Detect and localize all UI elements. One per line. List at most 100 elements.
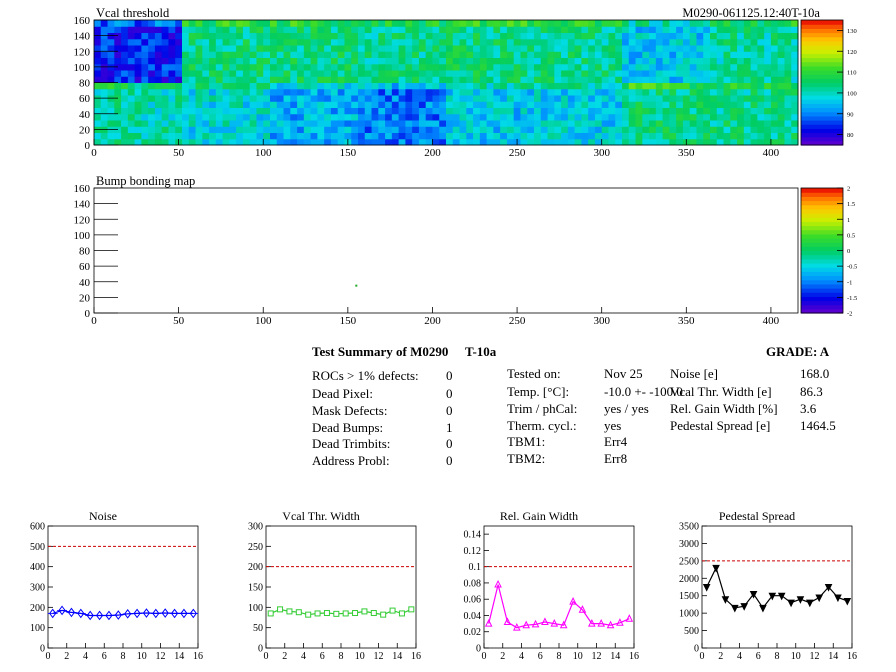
heatmap-cell [689,63,697,71]
heatmap-cell [168,82,176,90]
heatmap-cell [398,20,406,27]
heatmap-cell [615,138,623,146]
heatmap-cell [561,132,569,140]
heatmap-cell [466,26,474,33]
heatmap-cell [513,32,521,40]
x-tick-label: 12 [810,651,820,662]
y-tick-label: 0 [40,644,45,655]
heatmap-cell [682,88,691,96]
heatmap-cell [737,82,745,90]
heatmap-cell [290,126,298,133]
heatmap-cell [364,45,373,52]
heatmap-cell [364,57,373,65]
heatmap-cell [114,88,122,96]
heatmap-cell [642,101,650,108]
heatmap-cell [134,82,142,90]
heatmap-cell [473,138,481,146]
heatmap-cell [486,95,494,102]
heatmap-cell [303,45,312,52]
map-frame [93,187,799,314]
heatmap-cell [696,113,704,121]
x-tick-label: 400 [763,315,780,327]
heatmap-cell [730,70,738,77]
colorbar-cell [801,296,843,302]
heatmap-cell [581,76,589,83]
x-tick-label: 4 [737,651,742,662]
heatmap-cell [506,120,515,127]
heatmap-cell [574,51,582,58]
heatmap-cell [452,32,461,40]
heatmap-cell [283,32,291,40]
heatmap-cell [148,63,156,71]
y-tick-label: 40 [79,109,91,121]
heatmap-cell [696,57,704,65]
heatmap-cell [405,57,413,65]
heatmap-cell [466,45,474,52]
heatmap-cell [777,51,785,58]
heatmap-cell [364,120,373,127]
heatmap-cell [439,70,447,77]
heatmap-cell [710,51,718,58]
defect-value: 0 [446,403,453,418]
heatmap-cell [500,57,508,65]
heatmap-cell [418,82,427,90]
heatmap-cell [662,120,670,127]
heatmap-cell [791,138,799,146]
heatmap-cell [649,20,657,27]
heatmap-cell [649,95,657,102]
heatmap-cell [161,88,169,96]
heatmap-cell [391,126,400,133]
heatmap-cell [540,32,549,40]
heatmap-cell [127,26,136,33]
heatmap-cell [601,26,609,33]
heatmap-cell [209,88,217,96]
heatmap-cell [297,107,305,115]
heatmap-cell [473,26,481,33]
heatmap-cell [134,32,142,40]
heatmap-cell [385,26,393,33]
heatmap-cell [561,120,569,127]
heatmap-cell [770,63,779,71]
data-point [124,609,132,619]
colorbar-tick-label: 90 [847,111,854,118]
heatmap-cell [141,88,149,96]
heatmap-cell [662,138,670,146]
heatmap-cell [270,113,278,121]
data-point [616,618,624,626]
heatmap-cell [249,32,257,40]
heatmap-cell [703,76,711,83]
heatmap-cell [547,51,555,58]
heatmap-cell [209,113,217,121]
heatmap-cell [256,95,264,102]
heatmap-cell [297,76,305,83]
heatmap-cell [473,88,481,96]
heatmap-cell [100,88,109,96]
heatmap-cell [337,132,345,140]
heatmap-cell [649,113,657,121]
y-tick-label: 60 [79,93,91,105]
heatmap-cell [141,132,149,140]
heatmap-cell [635,32,643,40]
x-tick-label: 0 [264,651,269,662]
data-point [161,608,169,618]
heatmap-cell [622,26,630,33]
heatmap-cell [588,82,596,90]
heatmap-cell [175,101,183,108]
x-tick-label: 200 [424,315,441,327]
heatmap-cell [270,45,278,52]
heatmap-cell [635,88,643,96]
heatmap-cell [263,20,271,27]
heatmap-cell [378,95,386,102]
heatmap-cell [703,32,711,40]
heatmap-cell [615,38,623,46]
heatmap-cell [317,132,325,140]
heatmap-cell [188,95,197,102]
heatmap-cell [324,45,332,52]
heatmap-cell [121,88,129,96]
heatmap-cell [236,76,244,83]
heatmap-cell [385,113,393,121]
heatmap-cell [642,32,650,40]
heatmap-cell [757,82,765,90]
data-point [843,597,852,606]
heatmap-cell [764,51,772,58]
